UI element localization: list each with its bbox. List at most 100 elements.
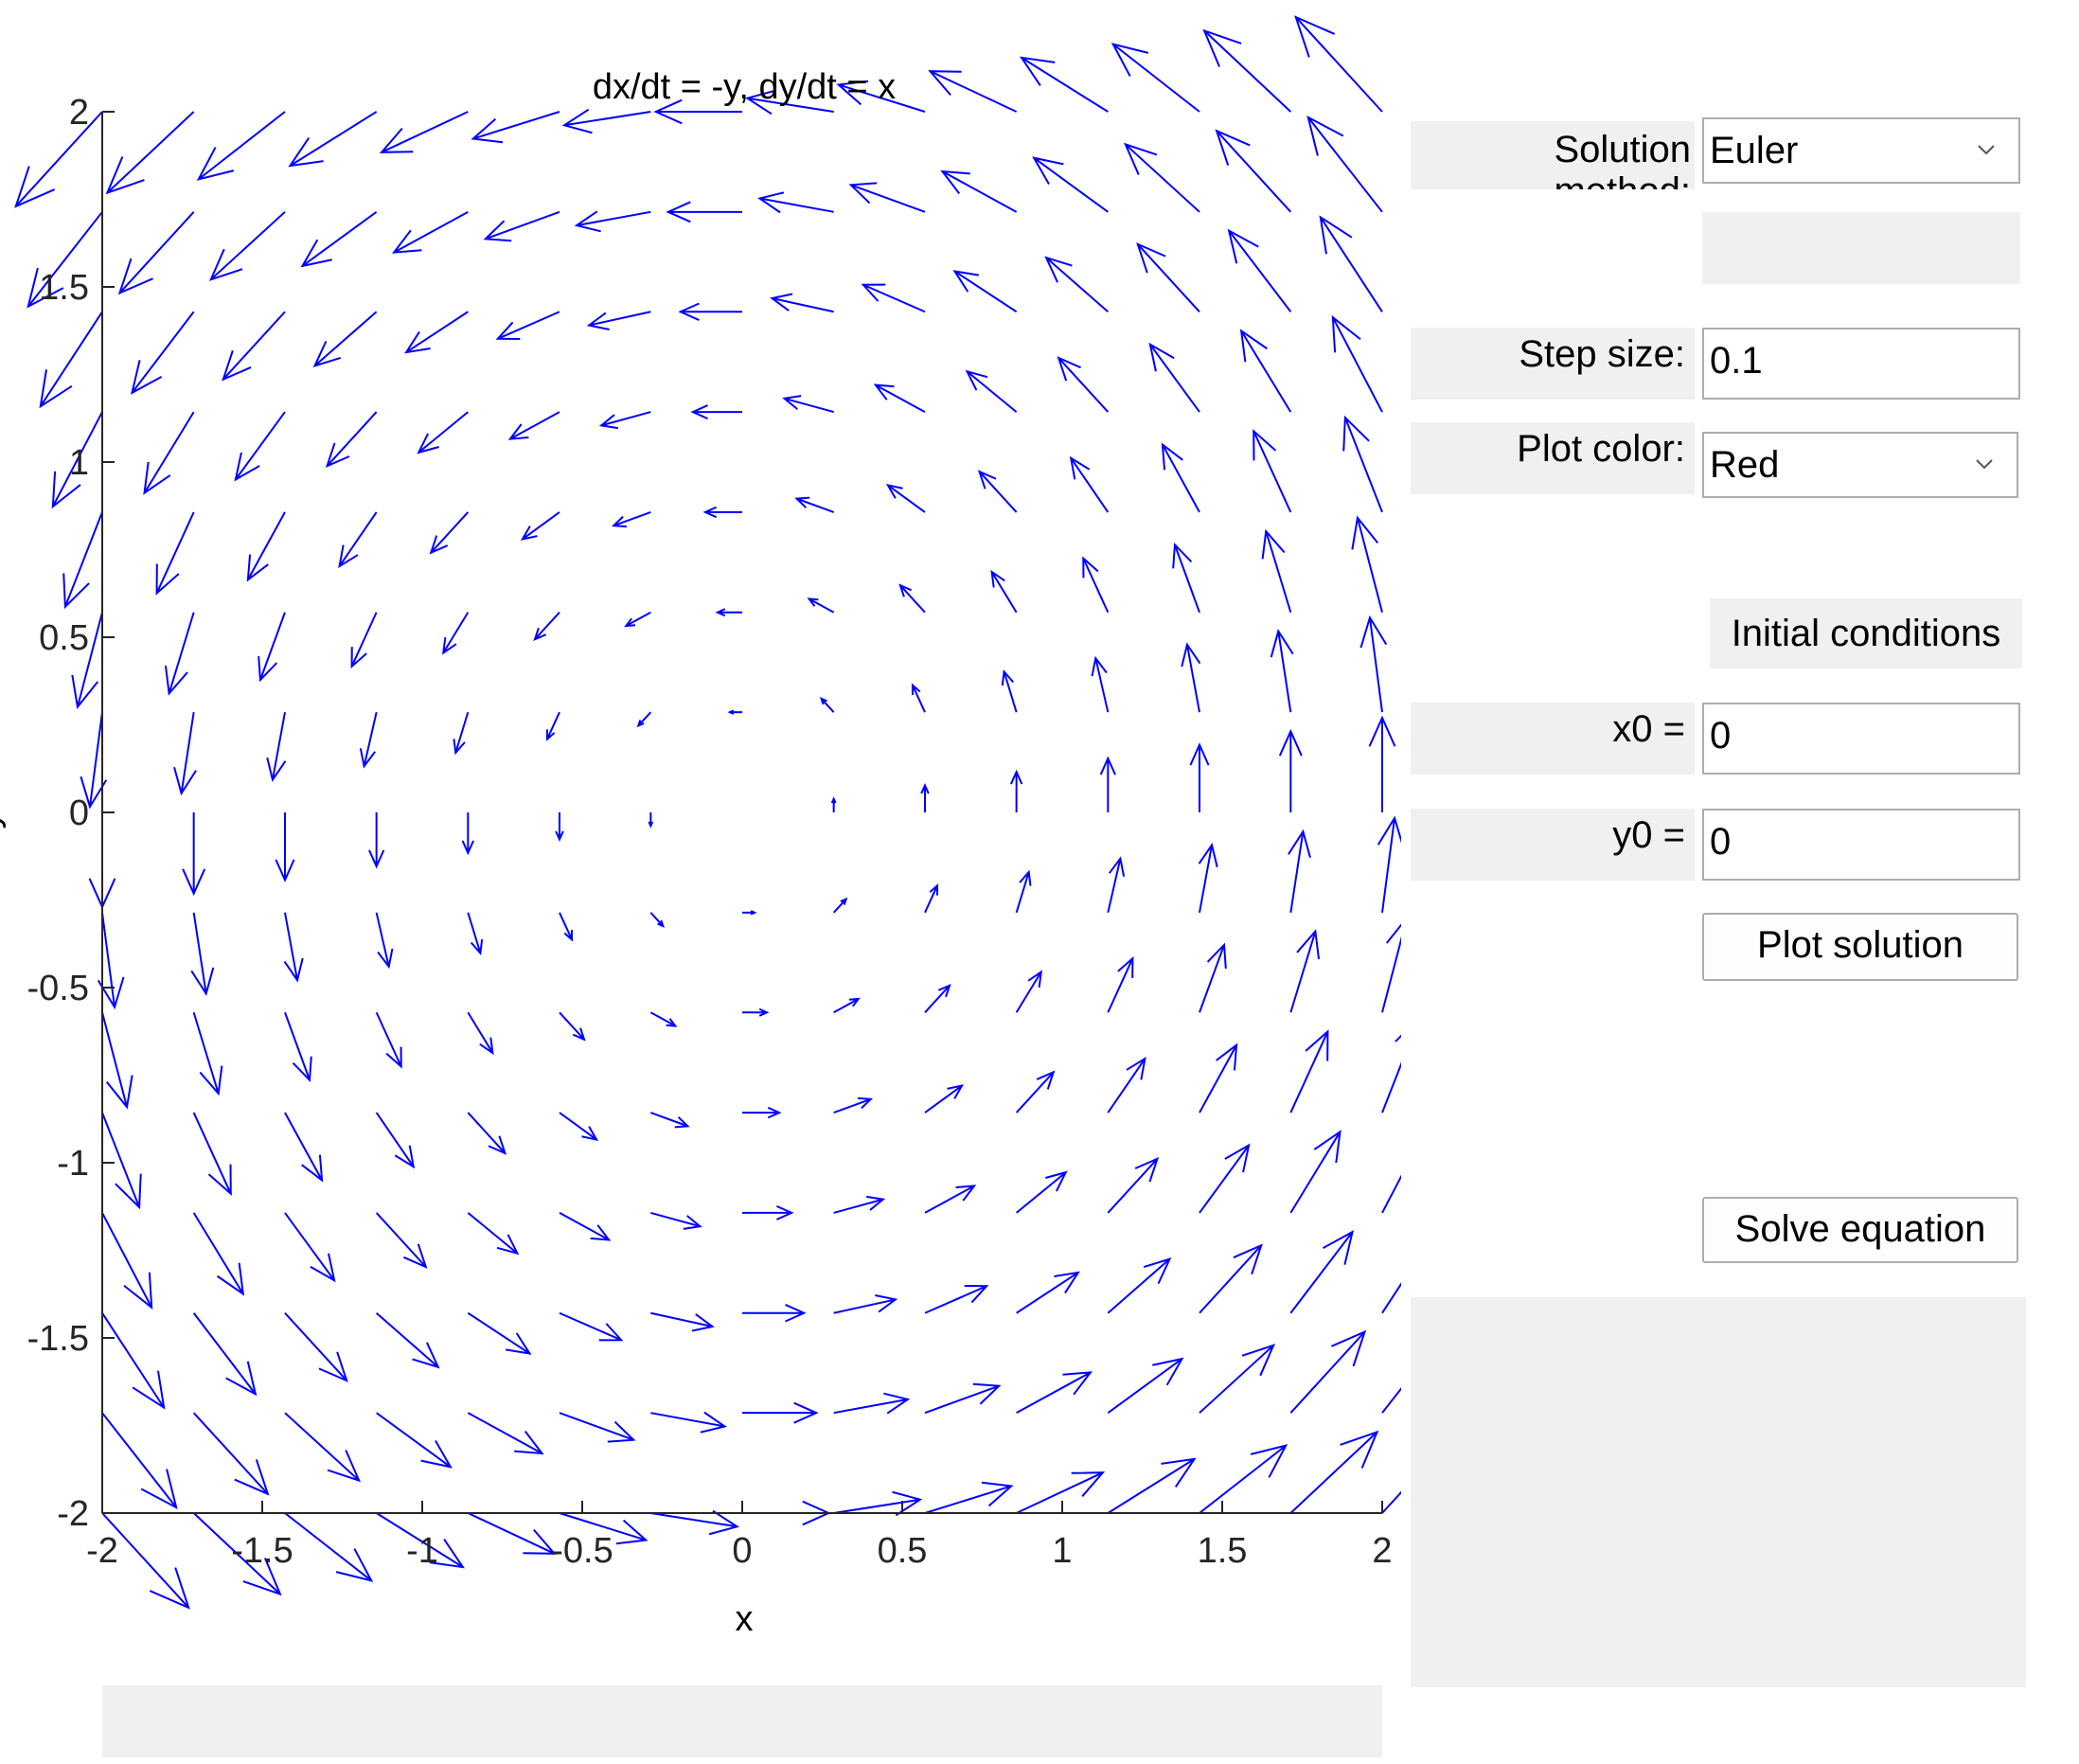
quiver-arrow [1016, 1471, 1106, 1514]
quiver-arrow [375, 912, 394, 970]
quiver-arrow [1107, 1457, 1197, 1514]
quiver-arrow [288, 111, 378, 168]
quiver-arrow [1270, 629, 1294, 713]
y0-label-bg [1411, 809, 1695, 881]
solution-method-label-bg [1411, 121, 1695, 189]
quiver-arrow [666, 201, 742, 223]
x-tick-label: -1.5 [231, 1531, 293, 1571]
quiver-arrow [1069, 455, 1110, 513]
quiver-arrow [770, 293, 834, 313]
quiver-arrow [650, 1311, 715, 1332]
quiver-arrow [1199, 1042, 1238, 1114]
quiver-arrow [1289, 1029, 1329, 1114]
x-tick-label: -2 [86, 1531, 118, 1571]
quiver-arrow [222, 311, 286, 382]
y-tick-label: 1 [69, 443, 89, 483]
quiver-arrow [559, 1212, 612, 1241]
quiver-arrow [1009, 769, 1023, 812]
x-tick-label: 1 [1052, 1531, 1072, 1571]
quiver-arrow [192, 1512, 282, 1596]
quiver-arrow [1015, 1070, 1056, 1114]
solution-method-value: Euler [1710, 130, 1799, 171]
x-tick-label: 0 [732, 1531, 752, 1571]
method-options-panel [1702, 212, 2020, 284]
quiver-arrow [467, 912, 484, 955]
quiver-arrow [833, 997, 861, 1014]
quiver-arrow [742, 1007, 770, 1017]
quiver-arrow [977, 470, 1018, 513]
quiver-arrow [1015, 869, 1032, 914]
quiver-arrow [442, 612, 470, 655]
chevron-down-icon [1978, 145, 1995, 155]
quiver-arrow [624, 611, 651, 628]
quiver-arrow [636, 711, 652, 728]
quiver-arrow [1161, 442, 1200, 513]
quiver-arrow [284, 1011, 312, 1082]
quiver-arrow [924, 1382, 1002, 1415]
quiver-arrow [375, 1011, 402, 1069]
quiver-arrow [1199, 1143, 1251, 1214]
y0-label: y0 = [1612, 814, 1685, 856]
quiver-arrow [1082, 556, 1110, 614]
quiver-arrow [861, 283, 926, 313]
quiver-arrow [1107, 856, 1126, 914]
y-axis-label: y [0, 811, 7, 829]
quiver-arrow [559, 1412, 636, 1443]
quiver-arrow [471, 111, 560, 144]
quiver-arrow [258, 612, 286, 683]
quiver-arrow [196, 111, 286, 181]
quiver-arrow [1288, 829, 1311, 913]
quiver-arrow [586, 311, 651, 331]
quiver-arrow [1181, 642, 1201, 713]
quiver-arrow [312, 311, 378, 367]
quiver-arrow [1289, 1230, 1355, 1314]
quiver-arrow [375, 1112, 416, 1169]
quiver-arrow [453, 711, 470, 756]
x0-input[interactable]: 0 [1702, 703, 2020, 775]
quiver-arrow [848, 182, 926, 213]
quiver-arrow [649, 1112, 690, 1129]
quiver-arrow [379, 111, 469, 153]
quiver-arrow [742, 1304, 807, 1323]
quiver-arrow [727, 709, 742, 715]
quiver-arrow [1239, 329, 1292, 413]
quiver-arrow [190, 912, 215, 996]
quiver-arrow [101, 1512, 190, 1610]
plot-title: dx/dt = -y, dy/dt = x [593, 67, 896, 107]
y-tick-label: 0.5 [39, 618, 89, 658]
initial-conditions-header: Initial conditions [1710, 598, 2022, 668]
step-size-input[interactable]: 0.1 [1702, 328, 2020, 400]
quiver-arrow [1019, 56, 1109, 113]
quiver-arrow [559, 1512, 649, 1545]
y0-value: 0 [1710, 821, 1732, 863]
solve-equation-button[interactable]: Solve equation [1702, 1197, 2018, 1263]
quiver-arrow [143, 411, 195, 495]
quiver-arrow [101, 1212, 153, 1310]
y-tick-label: 2 [69, 93, 89, 133]
step-size-value: 0.1 [1710, 340, 1763, 382]
quiver-arrow [284, 1312, 348, 1382]
quiver-arrow [376, 1412, 453, 1469]
quiver-arrow [429, 511, 470, 555]
quiver-arrow [898, 583, 926, 614]
plot-color-dropdown[interactable]: Red [1702, 432, 2018, 498]
quiver-arrow [62, 511, 103, 610]
quiver-arrow [924, 1285, 989, 1314]
quiver-arrow [924, 883, 939, 914]
plot-solution-button[interactable]: Plot solution [1702, 913, 2018, 981]
quiver-arrow [1111, 43, 1200, 113]
quiver-arrow [234, 411, 286, 482]
quiver-arrow [461, 812, 475, 856]
quiver-arrow [51, 411, 103, 509]
quiver-arrow [611, 510, 651, 528]
quiver-arrow [1016, 1271, 1080, 1314]
y0-input[interactable]: 0 [1702, 809, 2020, 881]
quiver-arrow [1107, 1157, 1160, 1214]
quiver-arrow [1199, 1243, 1263, 1314]
quiver-arrow [192, 1212, 245, 1296]
y-tick-label: -0.5 [27, 969, 89, 1008]
solution-method-dropdown[interactable]: Euler [1702, 117, 2020, 184]
quiver-arrow [192, 1011, 223, 1096]
quiver-arrow [375, 1212, 428, 1269]
quiver-arrow [690, 404, 742, 420]
